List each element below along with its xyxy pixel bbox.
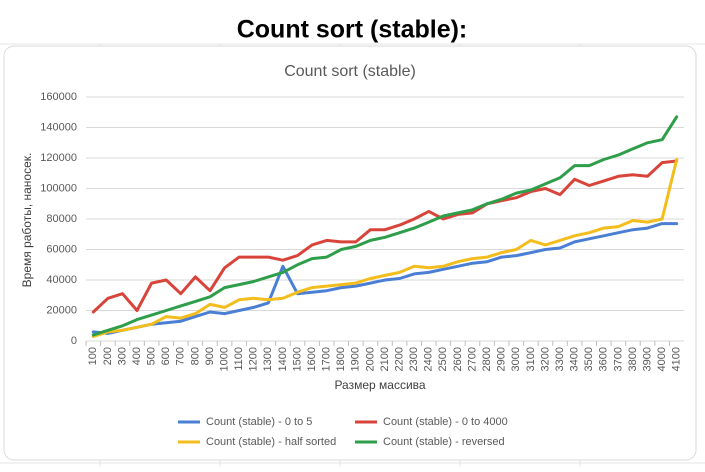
x-tick-label: 1000 [218,347,230,371]
page-title: Count sort (stable): [237,16,468,44]
x-tick-label: 2300 [408,347,420,371]
x-tick-label: 3800 [627,347,639,371]
x-tick-label: 2100 [379,347,391,371]
x-tick-label: 1700 [321,347,333,371]
plot: 0 20000 40000 60000 80000 100000 120000 140000 1… [40,91,684,448]
series-line [91,115,679,337]
x-tick-label: 4000 [656,347,668,371]
x-tick-label: 3300 [554,347,566,371]
x-tick-label: 700 [175,347,187,365]
series-line [91,159,679,314]
x-tick-label: 2800 [481,347,493,371]
x-tick-label: 1800 [335,347,347,371]
x-tick-label: 3900 [641,347,653,371]
x-tick-label: 3000 [510,347,522,371]
x-tick-label: 1100 [233,347,245,371]
x-tick-label: 400 [131,347,143,365]
x-tick-label: 1900 [350,347,362,371]
y-axis-label: Время работы, наносек. [20,153,34,288]
legend-label: Count (stable) - 0 to 5 [206,416,312,428]
series-line [91,222,679,335]
y-tick-label: 100000 [40,182,77,194]
x-tick-label: 2500 [437,347,449,371]
legend-label: Count (stable) - reversed [383,436,505,448]
y-tick-label: 40000 [46,274,77,286]
x-tick-label: 300 [116,347,128,365]
x-tick-label: 2900 [496,347,508,371]
x-tick-label: 2600 [452,347,464,371]
x-tick-label: 3100 [525,347,537,371]
y-tick-label: 20000 [46,304,77,316]
y-tick-label: 80000 [46,213,77,225]
x-tick-label: 1200 [248,347,260,371]
y-tick-label: 0 [71,335,77,347]
x-tick-label: 1300 [262,347,274,371]
chart-title: Count sort (stable) [284,63,416,80]
x-tick-label: 200 [102,347,114,365]
x-tick-label: 3500 [583,347,595,371]
y-tick-label: 120000 [40,152,77,164]
y-tick-label: 140000 [40,121,77,133]
x-tick-label: 2400 [423,347,435,371]
legend-label: Count (stable) - 0 to 4000 [383,416,508,428]
x-tick-label: 1600 [306,347,318,371]
x-tick-label: 800 [189,347,201,365]
x-tick-label: 1400 [277,347,289,371]
y-tick-label: 160000 [40,91,77,103]
x-tick-label: 500 [146,347,158,365]
x-axis-label: Размер массива [334,378,425,392]
series-line [91,158,679,338]
x-tick-label: 4100 [671,347,683,371]
x-tick-label: 2000 [364,347,376,371]
x-tick-label: 3200 [539,347,551,371]
x-tick-label: 3700 [612,347,624,371]
x-tick-label: 1500 [291,347,303,371]
chart-frame [3,45,697,461]
x-tick-label: 100 [87,347,99,365]
x-tick-label: 3400 [569,347,581,371]
x-tick-label: 900 [204,347,216,365]
x-tick-label: 600 [160,347,172,365]
x-tick-label: 3600 [598,347,610,371]
x-tick-label: 2700 [466,347,478,371]
legend-label: Count (stable) - half sorted [206,436,336,448]
y-tick-label: 60000 [46,243,77,255]
x-tick-label: 2200 [393,347,405,371]
